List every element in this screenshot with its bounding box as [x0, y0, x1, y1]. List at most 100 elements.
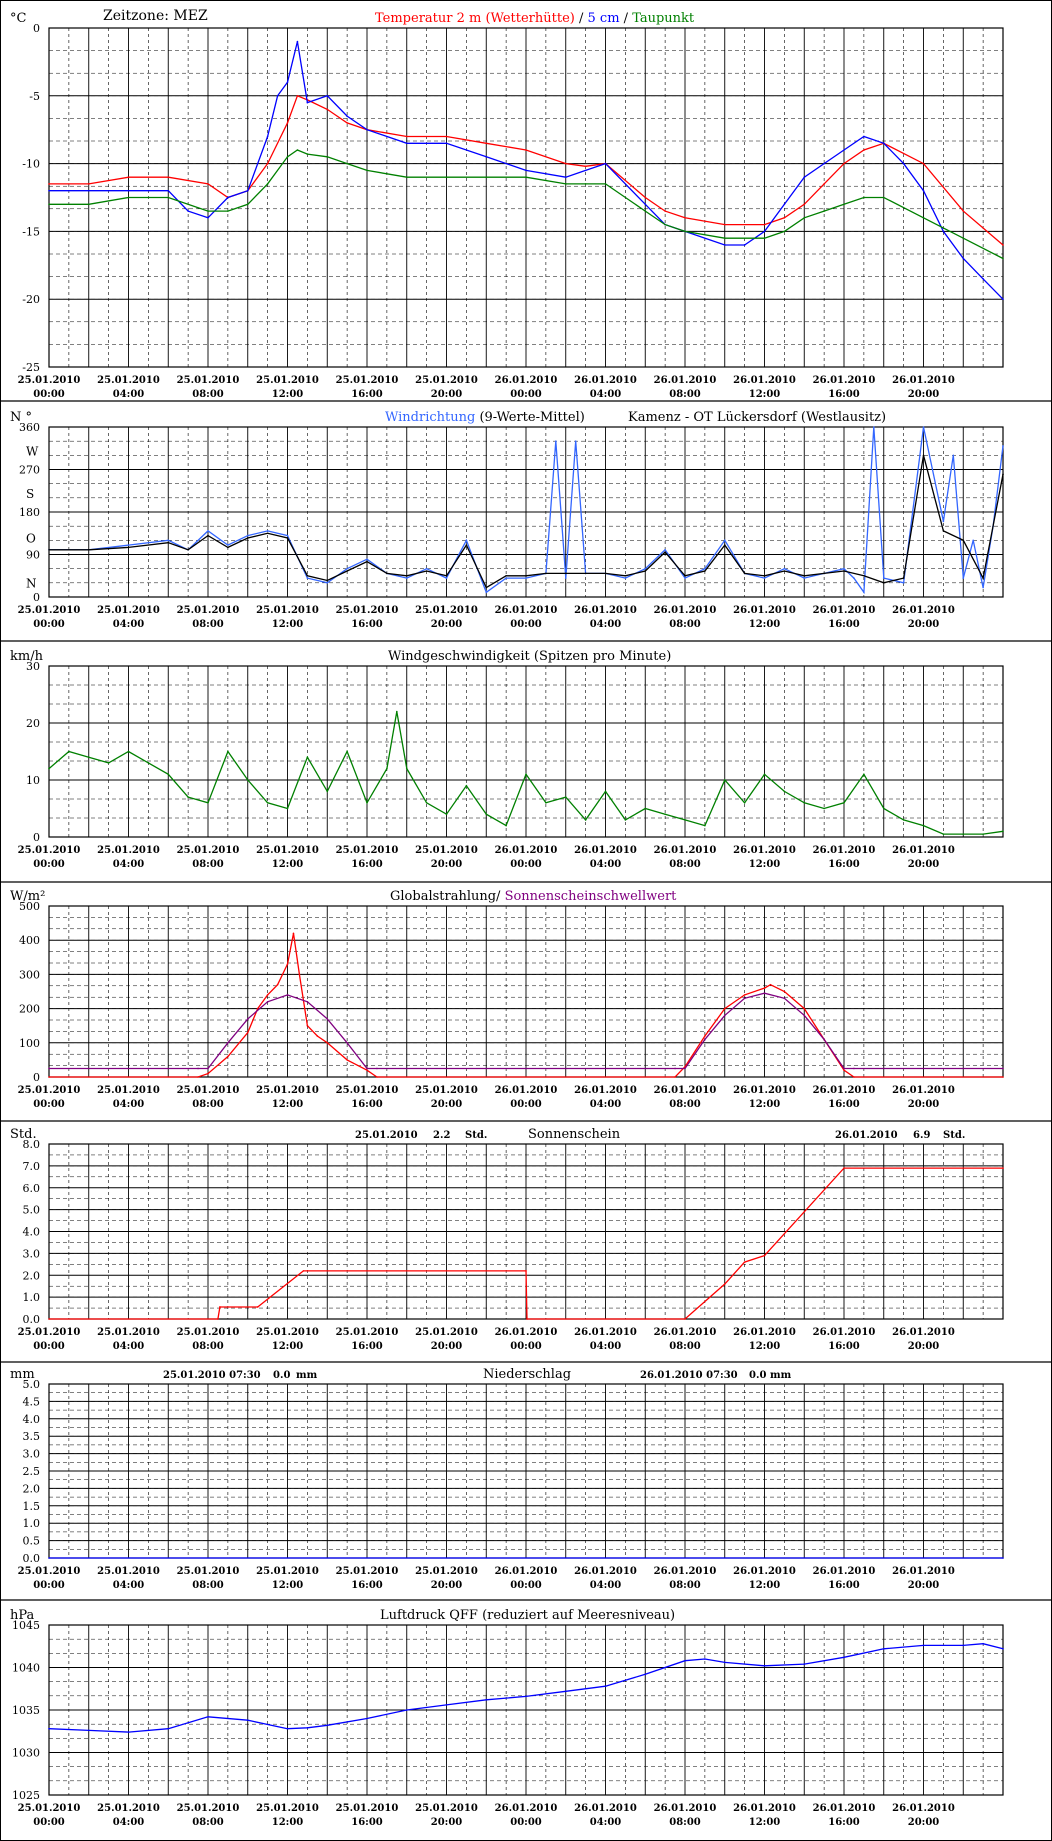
x-tick-time: 04:00 — [590, 1099, 622, 1110]
data-point — [644, 570, 647, 572]
data-point — [405, 577, 408, 579]
x-tick-date: 25.01.2010 — [18, 1085, 81, 1096]
data-point — [326, 95, 329, 97]
data-point — [1002, 244, 1004, 246]
x-tick-time: 08:00 — [192, 1580, 224, 1591]
data-point — [674, 1076, 676, 1078]
data-point — [564, 796, 567, 798]
annotation-value: 0.0 — [273, 1370, 290, 1381]
data-point — [664, 210, 666, 212]
data-point — [485, 591, 488, 594]
x-tick-time: 20:00 — [431, 1817, 463, 1828]
x-tick-time: 00:00 — [510, 1099, 542, 1110]
data-point — [604, 183, 607, 185]
data-point — [266, 530, 269, 532]
data-point — [684, 1659, 686, 1662]
data-point — [48, 1076, 50, 1078]
data-point — [743, 572, 746, 575]
x-tick-date: 25.01.2010 — [177, 1803, 240, 1814]
data-point — [922, 426, 925, 428]
x-tick-date: 25.01.2010 — [177, 1085, 240, 1096]
data-point — [227, 1055, 229, 1058]
data-point — [366, 1069, 368, 1071]
data-point — [769, 983, 772, 986]
x-tick-date: 25.01.2010 — [415, 1803, 478, 1814]
data-point — [723, 1661, 726, 1664]
data-point — [763, 1665, 766, 1667]
x-tick-date: 26.01.2010 — [495, 1327, 558, 1338]
y-tick-label: 30 — [26, 660, 40, 673]
x-tick-date: 25.01.2010 — [177, 375, 240, 386]
data-point — [1002, 1557, 1004, 1559]
timezone-label: Zeitzone: MEZ — [103, 8, 208, 24]
x-tick-date: 26.01.2010 — [892, 1566, 955, 1577]
y-tick-label: 6.0 — [23, 1182, 41, 1195]
x-tick-time: 20:00 — [908, 389, 940, 400]
unit-label: mm — [10, 1367, 35, 1382]
x-tick-time: 08:00 — [669, 1341, 701, 1352]
data-point — [674, 1067, 676, 1070]
x-tick-time: 16:00 — [351, 1099, 383, 1110]
y-tick-label: 1045 — [12, 1619, 40, 1632]
data-point — [127, 176, 130, 178]
x-tick-date: 26.01.2010 — [654, 1803, 717, 1814]
data-point — [445, 142, 448, 145]
data-point — [783, 217, 786, 219]
x-tick-time: 04:00 — [590, 859, 622, 870]
data-point — [48, 1557, 50, 1559]
data-point — [803, 176, 806, 178]
x-tick-date: 26.01.2010 — [654, 1566, 717, 1577]
x-tick-time: 16:00 — [828, 619, 860, 630]
data-point — [326, 790, 329, 793]
data-point — [574, 440, 577, 442]
x-tick-time: 08:00 — [192, 1817, 224, 1828]
annotation-unit: Std. — [943, 1130, 965, 1141]
y-tick-label: 400 — [19, 934, 40, 947]
data-point — [376, 1076, 378, 1078]
y-tick-label: 10 — [26, 774, 40, 787]
data-point — [604, 572, 607, 575]
data-point — [346, 570, 348, 572]
y-tick-label: 360 — [19, 421, 40, 434]
y-tick-label: 2.0 — [23, 1482, 41, 1495]
x-tick-time: 12:00 — [749, 1817, 781, 1828]
series-line-0 — [48, 711, 1004, 835]
data-point — [664, 813, 666, 815]
data-point — [87, 548, 90, 551]
data-point — [485, 142, 488, 145]
data-point — [219, 1306, 221, 1308]
x-tick-date: 26.01.2010 — [813, 1085, 876, 1096]
data-point — [1002, 1076, 1004, 1078]
data-point — [396, 710, 398, 713]
data-point — [207, 530, 209, 532]
y-tick-label: 90 — [26, 549, 40, 562]
data-point — [843, 162, 845, 165]
data-point — [882, 142, 885, 145]
title-part: (9-Werte-Mittel) — [475, 410, 585, 425]
y-tick-label: 270 — [19, 464, 40, 477]
data-point — [962, 833, 965, 835]
data-point — [68, 750, 70, 753]
y-tick-label: 8.0 — [23, 1138, 41, 1151]
data-point — [127, 546, 130, 549]
data-point — [296, 95, 299, 97]
x-tick-time: 00:00 — [33, 1341, 65, 1352]
x-tick-date: 25.01.2010 — [18, 1327, 81, 1338]
x-tick-date: 26.01.2010 — [733, 605, 796, 616]
x-tick-time: 00:00 — [33, 859, 65, 870]
data-point — [207, 1716, 209, 1718]
data-point — [564, 1690, 567, 1693]
data-point — [505, 574, 507, 577]
data-point — [584, 165, 587, 168]
data-point — [306, 1727, 309, 1729]
data-point — [564, 176, 567, 178]
x-tick-date: 25.01.2010 — [18, 845, 81, 856]
data-point — [505, 577, 507, 579]
data-point — [584, 183, 587, 185]
x-tick-time: 16:00 — [351, 389, 383, 400]
data-point — [763, 1254, 766, 1257]
x-tick-date: 26.01.2010 — [495, 1085, 558, 1096]
data-point — [684, 217, 686, 219]
data-point — [485, 1699, 488, 1701]
x-tick-date: 26.01.2010 — [892, 1327, 955, 1338]
